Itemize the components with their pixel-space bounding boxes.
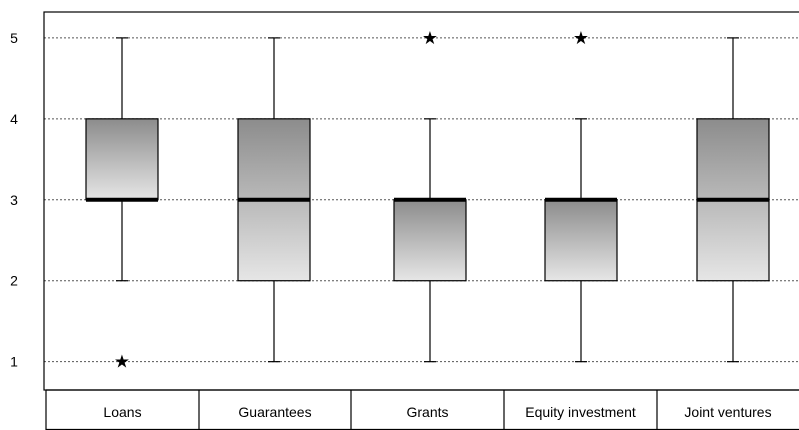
y-tick-label-4: 4 xyxy=(10,111,18,127)
box-3: ★ xyxy=(393,28,467,363)
x-category-label: Equity investment xyxy=(525,404,636,420)
box-5 xyxy=(696,37,770,363)
box-4: ★ xyxy=(544,28,618,363)
y-tick-label-3: 3 xyxy=(10,192,18,208)
outlier-marker: ★ xyxy=(573,28,589,48)
interquartile-box xyxy=(393,199,467,282)
interquartile-box xyxy=(85,118,159,201)
boxes: ★ ★ ★ xyxy=(85,28,770,372)
box-2 xyxy=(237,37,311,363)
x-axis-table: Loans Guarantees Grants Equity investment Jo… xyxy=(45,389,799,430)
x-category-label: Grants xyxy=(406,404,448,420)
x-category-label: Loans xyxy=(103,404,141,420)
y-tick-label-1: 1 xyxy=(10,354,18,370)
x-category-label: Guarantees xyxy=(238,404,311,420)
interquartile-box xyxy=(544,199,618,282)
y-tick-label-5: 5 xyxy=(10,30,18,46)
outlier-marker: ★ xyxy=(114,352,130,372)
y-tick-label-2: 2 xyxy=(10,273,18,289)
outlier-marker: ★ xyxy=(422,28,438,48)
y-axis-ticks: 1 2 3 4 5 xyxy=(10,30,18,370)
box-1: ★ xyxy=(85,37,159,372)
x-category-label: Joint ventures xyxy=(684,404,771,420)
